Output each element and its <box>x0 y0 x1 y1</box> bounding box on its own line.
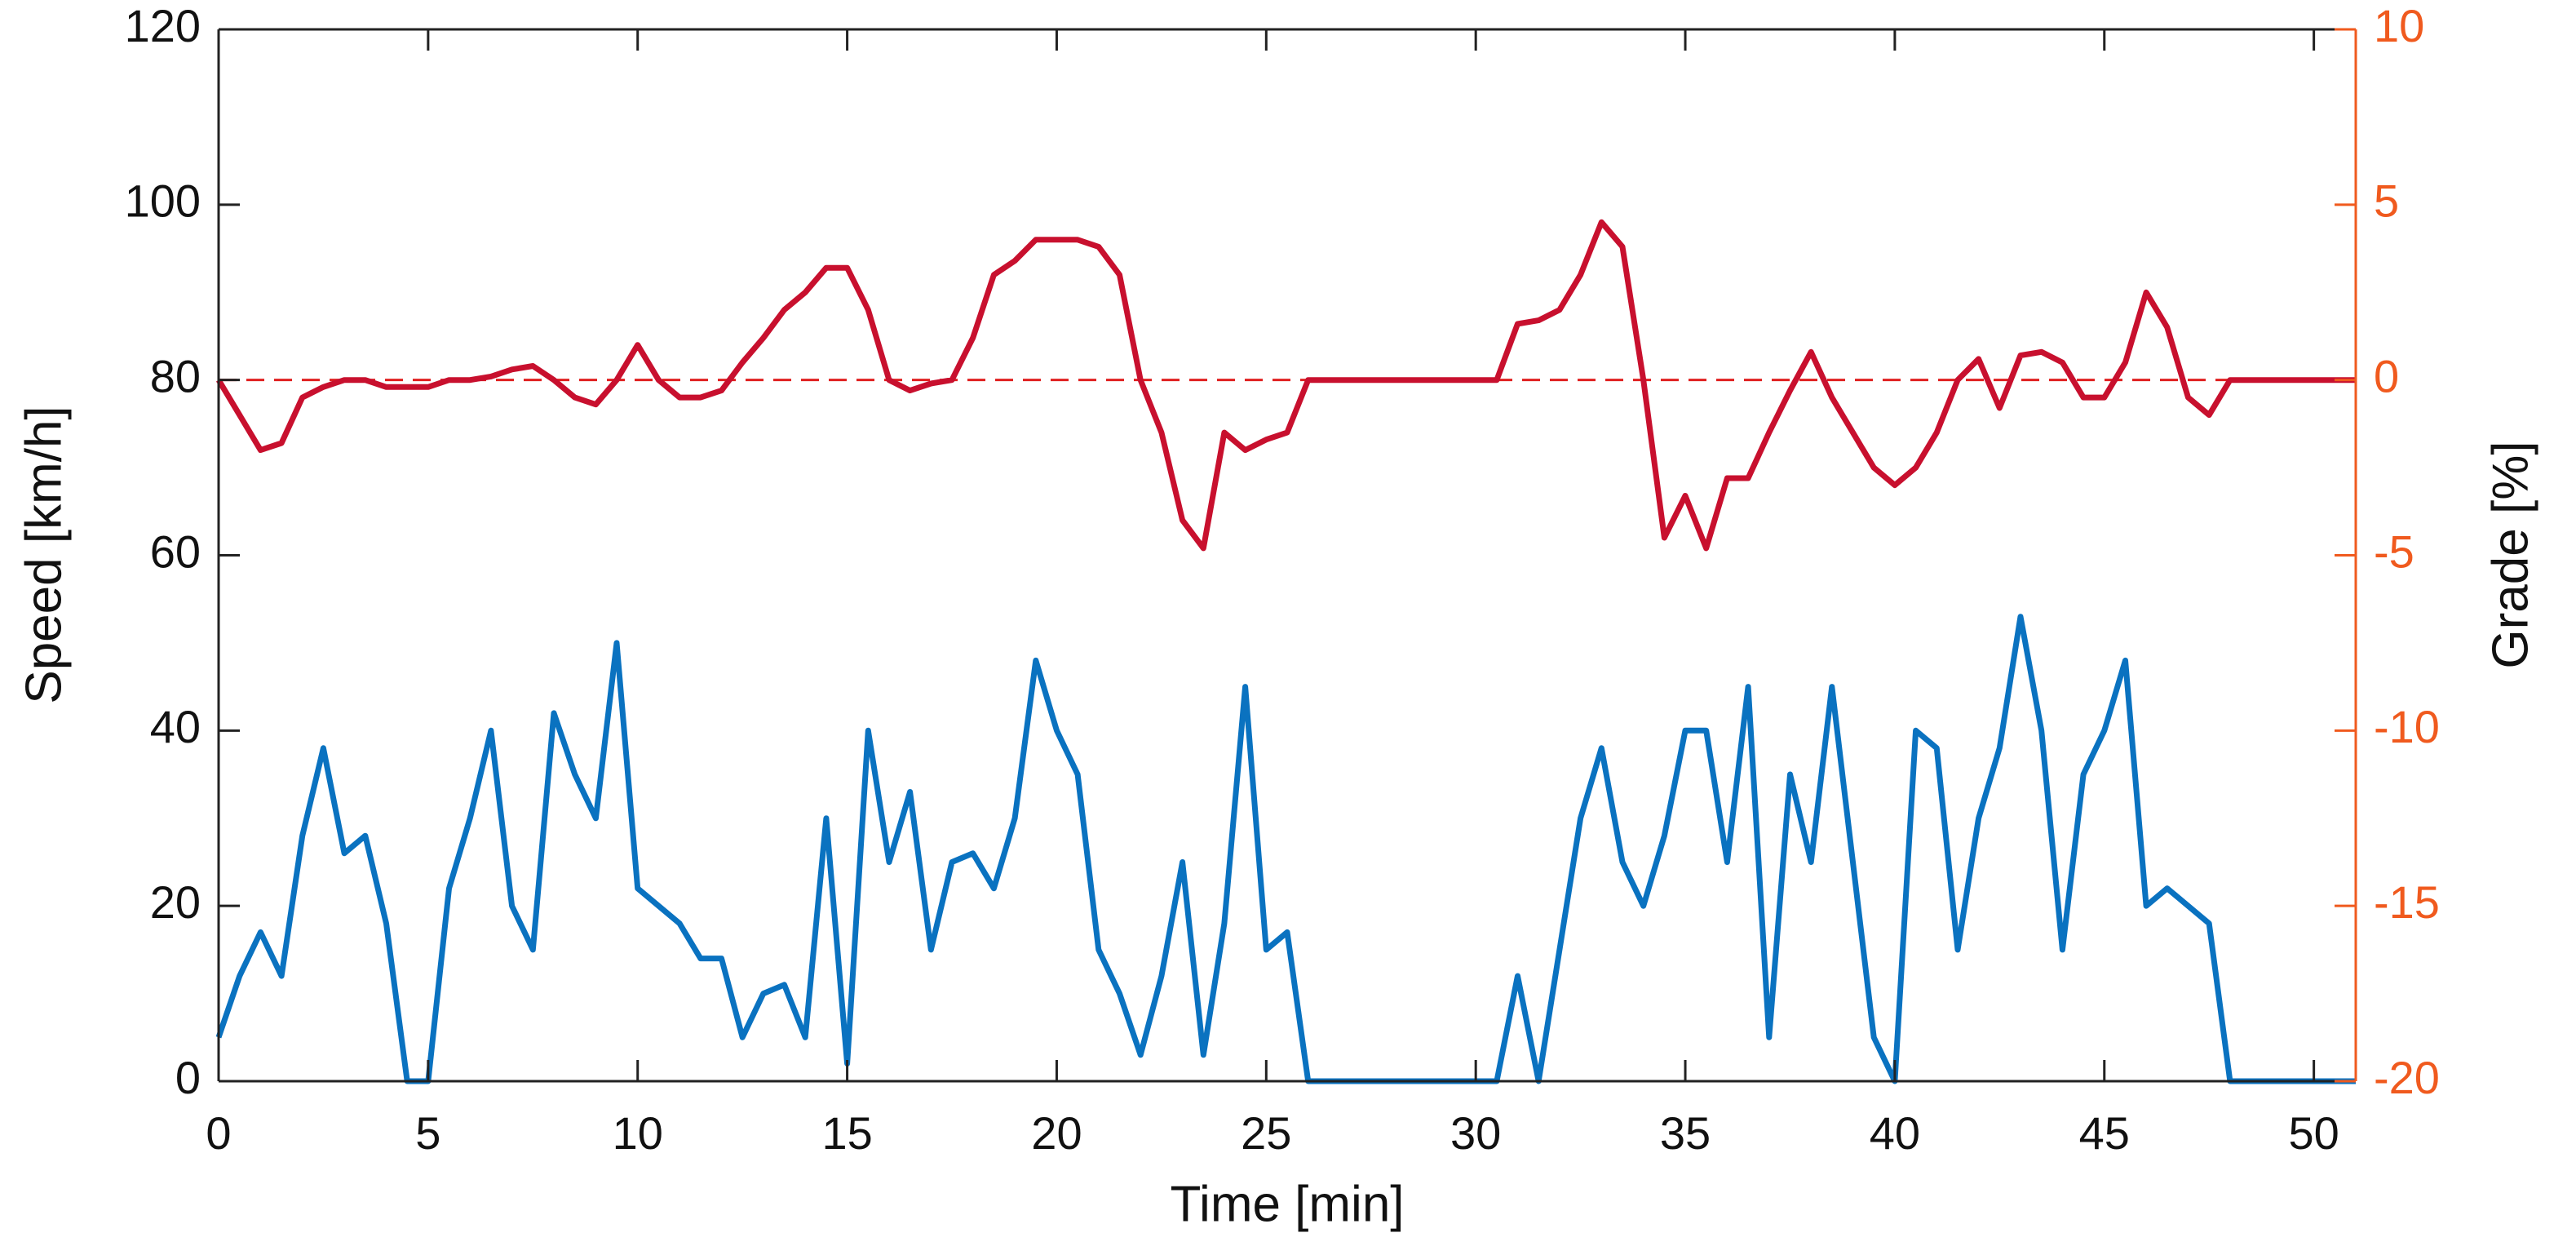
y2-tick-label: -5 <box>2374 526 2414 577</box>
x-tick-label: 25 <box>1241 1107 1291 1159</box>
x-tick-label: 0 <box>206 1107 231 1159</box>
y-tick-label: 0 <box>175 1052 201 1103</box>
y-tick-label: 120 <box>125 0 201 51</box>
series-line <box>215 614 2356 1084</box>
y-tick-label: 40 <box>150 701 201 752</box>
x-tick-label: 45 <box>2079 1107 2130 1159</box>
x-tick-label: 30 <box>1450 1107 1501 1159</box>
y-tick-label: 100 <box>125 175 201 227</box>
x-tick-label: 10 <box>613 1107 663 1159</box>
y-tick-label: 20 <box>150 876 201 928</box>
y2-tick-label: -10 <box>2374 701 2440 752</box>
y2-tick-label: -15 <box>2374 876 2440 928</box>
y2-tick-label: 10 <box>2374 0 2424 51</box>
y2-tick-label: -20 <box>2374 1052 2440 1103</box>
x-tick-label: 5 <box>415 1107 440 1159</box>
y-tick-label: 60 <box>150 526 201 577</box>
x-tick-label: 35 <box>1660 1107 1711 1159</box>
x-axis-title: Time [min] <box>1170 1176 1404 1232</box>
y-axis-title: Speed [km/h] <box>15 406 72 703</box>
x-tick-label: 20 <box>1031 1107 1082 1159</box>
series-line <box>215 219 2356 552</box>
x-tick-label: 50 <box>2288 1107 2339 1159</box>
y2-tick-label: 0 <box>2374 350 2399 401</box>
x-tick-label: 40 <box>1870 1107 1920 1159</box>
y2-tick-label: 5 <box>2374 175 2399 227</box>
x-tick-label: 15 <box>821 1107 872 1159</box>
y-tick-label: 80 <box>150 350 201 401</box>
y2-axis-title: Grade [%] <box>2482 441 2538 668</box>
